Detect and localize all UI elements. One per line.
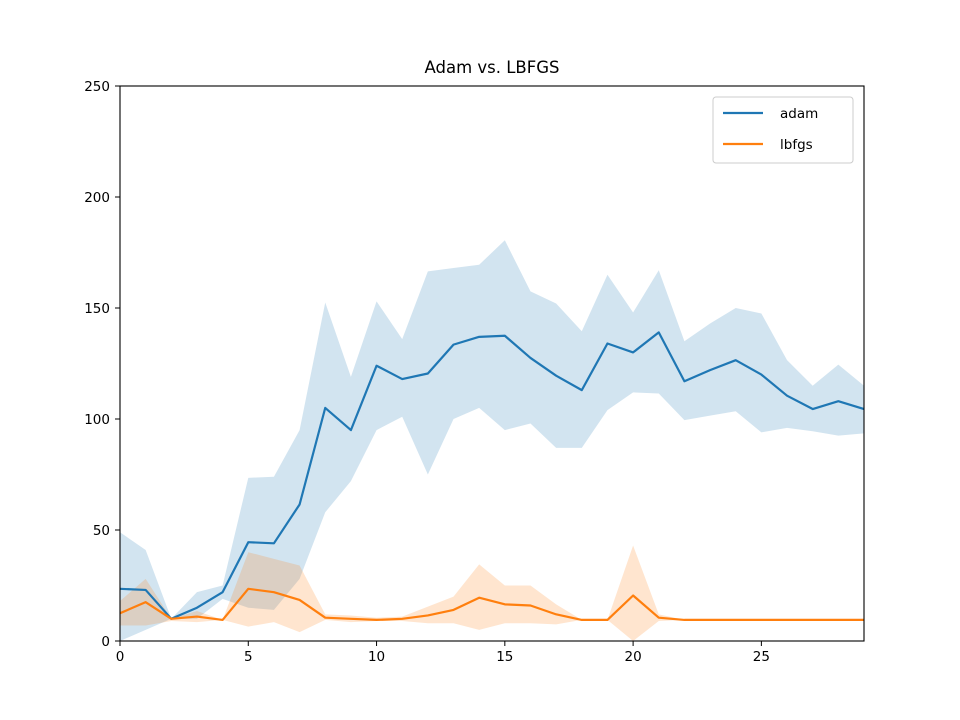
legend-label-adam: adam — [780, 106, 818, 122]
y-tick-label: 0 — [101, 634, 110, 650]
y-tick-label: 250 — [84, 79, 110, 95]
chart-title: Adam vs. LBFGS — [424, 58, 559, 77]
x-tick-label: 0 — [116, 649, 125, 665]
series-band-lbfgs — [120, 545, 864, 641]
x-tick-label: 15 — [496, 649, 513, 665]
y-tick-label: 150 — [84, 301, 110, 317]
y-tick-label: 200 — [84, 190, 110, 206]
x-tick-label: 5 — [244, 649, 253, 665]
axes-frame — [119, 85, 865, 642]
legend-label-lbfgs: lbfgs — [780, 137, 813, 153]
series-line-lbfgs — [120, 587, 864, 622]
y-tick-label: 50 — [93, 523, 110, 539]
x-tick-label: 10 — [368, 649, 385, 665]
plot-area — [120, 240, 864, 641]
series-band-adam — [120, 240, 864, 641]
x-tick-label: 25 — [753, 649, 770, 665]
y-tick-label: 100 — [84, 412, 110, 428]
plot-inner — [120, 240, 864, 641]
x-tick-label: 20 — [625, 649, 642, 665]
legend: adam lbfgs — [712, 96, 854, 164]
series-line-adam — [120, 331, 864, 620]
